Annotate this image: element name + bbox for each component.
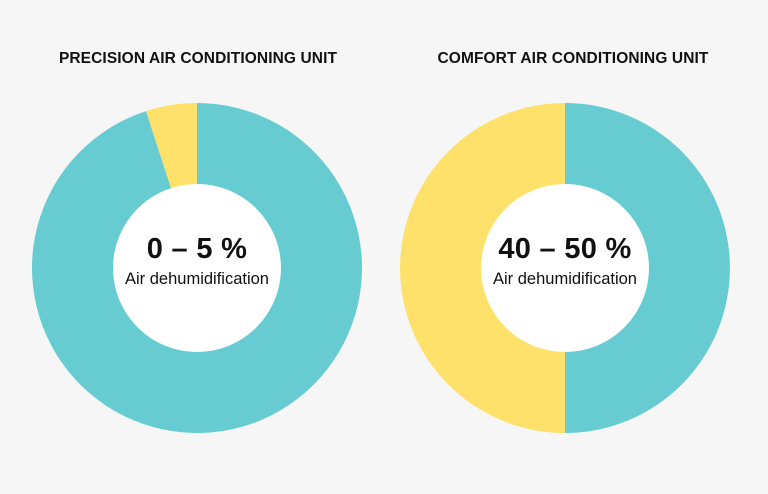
chart-title: PRECISION AIR CONDITIONING UNIT (58, 50, 338, 67)
donut-hole (113, 184, 281, 352)
comfort-unit-chart: COMFORT AIR CONDITIONING UNIT 40 – 50 % … (384, 0, 768, 494)
donut-hole (481, 184, 649, 352)
donut-chart (400, 103, 730, 433)
donut-chart (31, 103, 363, 434)
precision-unit-chart: PRECISION AIR CONDITIONING UNIT 0 – 5 % … (31, 50, 363, 434)
chart-title: COMFORT AIR CONDITIONING UNIT (437, 50, 709, 67)
